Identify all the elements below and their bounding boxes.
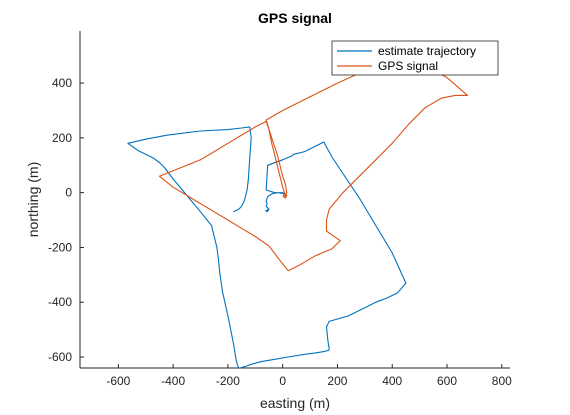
plot-axes: -600 -400 -200 0 200 400 600 800 -600 -400 -200 0 20…	[48, 31, 512, 388]
x-tick-label: 200	[327, 374, 347, 388]
series-line-gps-signal	[158, 56, 469, 272]
legend-entry-label: estimate trajectory	[378, 44, 476, 58]
legend-box	[331, 40, 499, 76]
y-tick-label: 400	[52, 76, 72, 90]
y-tick-label: -600	[48, 350, 72, 364]
x-tick-label: 600	[437, 374, 457, 388]
y-tick-label: 200	[52, 131, 72, 145]
y-axis-label: northing (m)	[25, 162, 41, 237]
y-tick-label: -200	[48, 240, 72, 254]
x-tick-label: -200	[216, 374, 240, 388]
chart-title: GPS signal	[258, 10, 332, 26]
x-tick-label: -400	[161, 374, 185, 388]
x-tick-label: 0	[279, 374, 286, 388]
y-tick-label: -400	[48, 295, 72, 309]
series-layer	[127, 56, 469, 369]
x-tick-label: -600	[106, 374, 130, 388]
legend-entry-label: GPS signal	[378, 59, 438, 73]
x-axis-label: easting (m)	[260, 395, 330, 411]
x-tick-label: 400	[382, 374, 402, 388]
series-line-estimate-trajectory	[127, 126, 407, 369]
x-tick-label: 800	[492, 374, 512, 388]
y-tick-label: 0	[65, 186, 72, 200]
